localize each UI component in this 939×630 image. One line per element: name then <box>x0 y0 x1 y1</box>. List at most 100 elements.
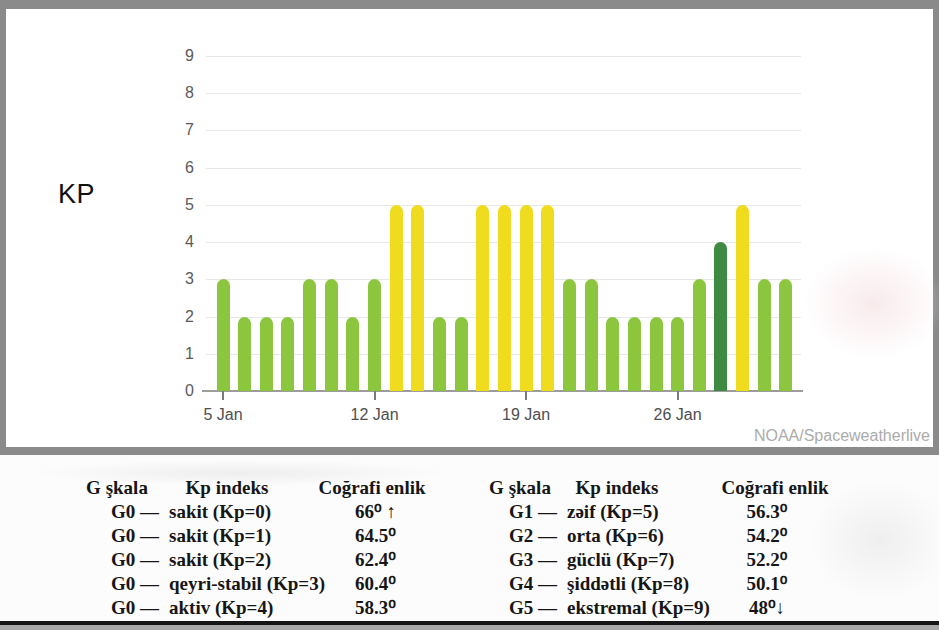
kp-bar <box>714 242 727 391</box>
scan-artifact-blob <box>804 247 939 359</box>
kp-bar <box>541 205 554 391</box>
y-tick-label: 3 <box>156 270 194 288</box>
kp-bar <box>217 279 230 391</box>
x-tick-mark <box>677 391 679 400</box>
legend-row: G0 —aktiv (Kp=4)58.3⁰ <box>62 596 462 620</box>
legend-row: G0 —qeyri-stabil (Kp=3)60.4⁰ <box>62 572 462 596</box>
kp-bar <box>411 205 424 391</box>
latitude-cell: 50.1⁰ <box>707 572 827 596</box>
kp-bar <box>606 317 619 391</box>
latitude-cell: 48⁰↓ <box>707 596 827 620</box>
x-tick-label: 19 Jan <box>489 406 563 424</box>
column-header: Coğrafi enlik <box>664 476 886 500</box>
legend-row: G3 —güclü (Kp=7)52.2⁰ <box>470 548 886 572</box>
legend-row: G0 —sakit (Kp=0)66⁰ ↑ <box>62 500 462 524</box>
kp-bar <box>325 279 338 391</box>
column-header: Kp indeks <box>172 476 282 500</box>
g-scale-cell: G5 — <box>470 596 557 620</box>
column-header: Coğrafi enlik <box>282 476 462 500</box>
screen: KP 0123456789 5 Jan12 Jan19 Jan26 Jan NO… <box>0 0 939 630</box>
legend-row: G0 —sakit (Kp=2)62.4⁰ <box>62 548 462 572</box>
y-tick-label: 9 <box>156 47 194 65</box>
kp-desc-cell: sakit (Kp=2) <box>159 548 309 572</box>
kp-bar <box>303 279 316 391</box>
bottom-gray-strip <box>0 625 939 630</box>
kp-bar <box>433 317 446 391</box>
kp-desc-cell: ekstremal (Kp=9) <box>557 596 707 620</box>
gridline <box>206 130 801 131</box>
g-scale-table-right: G şkalaKp indeksCoğrafi enlikG1 —zəif (K… <box>470 476 886 620</box>
x-tick-label: 5 Jan <box>186 406 260 424</box>
g-scale-cell: G0 — <box>62 572 159 596</box>
gridline <box>206 56 801 57</box>
y-tick-label: 0 <box>156 382 194 400</box>
g-scale-cell: G3 — <box>470 548 557 572</box>
kp-bar <box>498 205 511 391</box>
legend-row: G4 —şiddətli (Kp=8)50.1⁰ <box>470 572 886 596</box>
kp-desc-cell: sakit (Kp=1) <box>159 524 309 548</box>
latitude-cell: 60.4⁰ <box>309 572 442 596</box>
gridline <box>206 93 801 94</box>
g-scale-cell: G2 — <box>470 524 557 548</box>
kp-desc-cell: şiddətli (Kp=8) <box>557 572 707 596</box>
kp-bar <box>346 317 359 391</box>
kp-desc-cell: orta (Kp=6) <box>557 524 707 548</box>
x-tick-mark <box>374 391 376 400</box>
kp-desc-cell: güclü (Kp=7) <box>557 548 707 572</box>
x-tick-label: 12 Jan <box>338 406 412 424</box>
watermark-credit: NOAA/Spaceweatherlive <box>754 427 930 445</box>
kp-bar <box>563 279 576 391</box>
latitude-cell: 52.2⁰ <box>707 548 827 572</box>
kp-desc-cell: aktiv (Kp=4) <box>159 596 309 620</box>
legend-row: G0 —sakit (Kp=1)64.5⁰ <box>62 524 462 548</box>
kp-bar <box>476 205 489 391</box>
gridline <box>206 168 801 169</box>
kp-bar-plot: 5 Jan12 Jan19 Jan26 Jan <box>206 56 801 391</box>
kp-bar <box>368 279 381 391</box>
y-tick-label: 5 <box>156 196 194 214</box>
y-axis-labels: 0123456789 <box>156 56 194 391</box>
g-scale-legend-area: G şkalaKp indeksCoğrafi enlikG0 —sakit (… <box>0 455 939 621</box>
x-tick-mark <box>525 391 527 400</box>
g-scale-table-left: G şkalaKp indeksCoğrafi enlikG0 —sakit (… <box>62 476 462 620</box>
legend-row: G2 —orta (Kp=6)54.2⁰ <box>470 524 886 548</box>
kp-bar <box>238 317 251 391</box>
kp-bar <box>390 205 403 391</box>
y-tick-label: 8 <box>156 84 194 102</box>
column-header: Kp indeks <box>570 476 664 500</box>
kp-bar <box>281 317 294 391</box>
kp-bar <box>650 317 663 391</box>
latitude-cell: 66⁰ ↑ <box>309 500 442 524</box>
g-scale-cell: G4 — <box>470 572 557 596</box>
latitude-cell: 58.3⁰ <box>309 596 442 620</box>
latitude-cell: 62.4⁰ <box>309 548 442 572</box>
legend-row: G1 —zəif (Kp=5)56.3⁰ <box>470 500 886 524</box>
kp-bar <box>693 279 706 391</box>
y-tick-label: 1 <box>156 345 194 363</box>
column-header: G şkala <box>62 476 172 500</box>
latitude-cell: 64.5⁰ <box>309 524 442 548</box>
kp-bar <box>671 317 684 391</box>
kp-axis-label: KP <box>58 179 95 210</box>
kp-desc-cell: zəif (Kp=5) <box>557 500 707 524</box>
legend-header-row: G şkalaKp indeksCoğrafi enlik <box>62 476 462 500</box>
kp-bar <box>585 279 598 391</box>
kp-chart-panel: KP 0123456789 5 Jan12 Jan19 Jan26 Jan NO… <box>0 0 939 455</box>
y-tick-label: 7 <box>156 121 194 139</box>
y-tick-label: 4 <box>156 233 194 251</box>
latitude-cell: 54.2⁰ <box>707 524 827 548</box>
g-scale-cell: G1 — <box>470 500 557 524</box>
g-scale-cell: G0 — <box>62 500 159 524</box>
kp-bar <box>455 317 468 391</box>
g-scale-cell: G0 — <box>62 524 159 548</box>
kp-bar <box>779 279 792 391</box>
legend-row: G5 —ekstremal (Kp=9)48⁰↓ <box>470 596 886 620</box>
kp-desc-cell: qeyri-stabil (Kp=3) <box>159 572 309 596</box>
y-tick-label: 6 <box>156 159 194 177</box>
kp-bar <box>520 205 533 391</box>
x-tick-mark <box>222 391 224 400</box>
x-tick-label: 26 Jan <box>641 406 715 424</box>
g-scale-cell: G0 — <box>62 548 159 572</box>
y-tick-label: 2 <box>156 308 194 326</box>
legend-header-row: G şkalaKp indeksCoğrafi enlik <box>470 476 886 500</box>
